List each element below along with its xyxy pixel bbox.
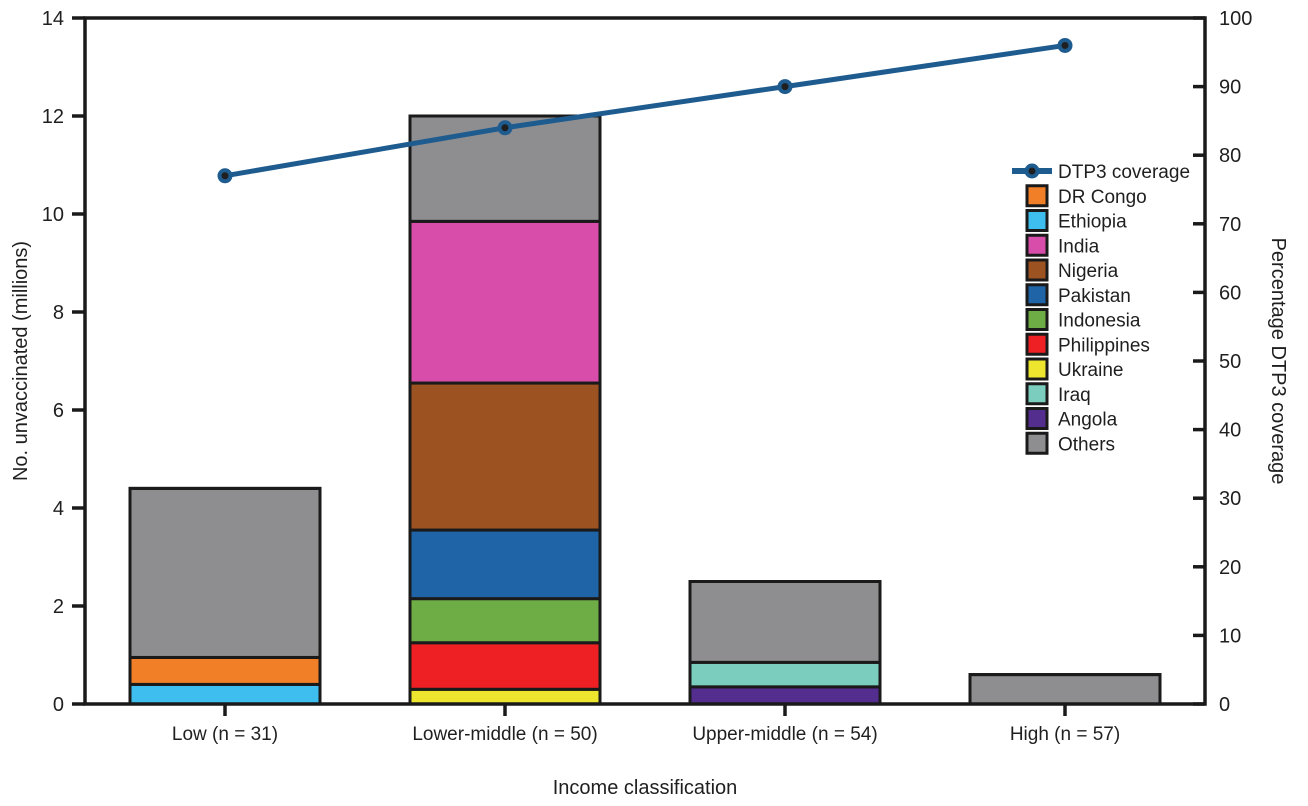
x-category-label: High (n = 57) (1010, 724, 1120, 745)
legend: DTP3 coverage DR Congo Ethiopia India Nigeri… (1012, 162, 1190, 455)
right-axis-tick-label: 50 (1219, 351, 1241, 373)
right-axis-tick-label: 0 (1219, 694, 1230, 716)
bar-segment-others (128, 486, 322, 659)
right-axis-tick-label: 60 (1219, 282, 1241, 304)
bar-segment-others (688, 580, 882, 664)
legend-item-others: Others (1025, 431, 1115, 455)
bar-segment-ukraine (408, 687, 602, 706)
left-axis-tick-label: 0 (53, 694, 64, 716)
legend-label: Ukraine (1058, 360, 1123, 381)
legend-label: Nigeria (1058, 261, 1119, 282)
legend-swatch-indonesia (1025, 308, 1049, 331)
right-axis: 0 10 20 30 40 50 60 70 80 90 100 Percentage DTP3 co… (1193, 8, 1289, 716)
bars-group (128, 114, 1162, 706)
legend-label: Pakistan (1058, 286, 1131, 307)
left-axis-tick-label: 6 (53, 400, 64, 422)
dtp3-coverage-point (1057, 37, 1073, 53)
legend-swatch-india (1025, 233, 1049, 257)
legend-swatch-pakistan (1025, 283, 1049, 307)
legend-item-pakistan: Pakistan (1025, 283, 1131, 307)
legend-item-philippines: Philippines (1025, 332, 1150, 356)
legend-item-india: India (1025, 233, 1100, 257)
bar-segment-iraq (688, 660, 882, 689)
legend-swatch-dr-congo (1025, 184, 1049, 208)
right-axis-tick-label: 70 (1219, 214, 1241, 236)
legend-swatch-philippines (1025, 332, 1049, 356)
legend-label: Others (1058, 434, 1115, 455)
left-axis: 0 2 4 6 8 10 12 14 No. unvaccinated (millions) (10, 8, 85, 716)
left-axis-tick-label: 10 (42, 204, 64, 226)
bar-1 (128, 486, 322, 706)
legend-item-dtp3-coverage: DTP3 coverage (1012, 162, 1190, 183)
dtp3-coverage-point (777, 79, 793, 95)
legend-item-ethiopia: Ethiopia (1025, 209, 1127, 233)
bar-segment-pakistan (408, 528, 602, 601)
legend-item-dr-congo: DR Congo (1025, 184, 1147, 208)
left-axis-title: No. unvaccinated (millions) (10, 241, 32, 481)
x-category-label: Lower-middle (n = 50) (412, 724, 597, 745)
legend-item-ukraine: Ukraine (1025, 357, 1123, 381)
legend-swatch-ukraine (1025, 357, 1049, 381)
x-category-label: Low (n = 31) (172, 724, 278, 745)
x-axis-title: Income classification (553, 777, 738, 799)
legend-marker-sample (1024, 163, 1040, 179)
right-axis-tick-label: 100 (1219, 8, 1252, 30)
right-axis-tick-label: 20 (1219, 557, 1241, 579)
bar-segment-philippines (408, 641, 602, 691)
dtp3-coverage-line (224, 42, 1066, 179)
left-axis-tick-label: 4 (53, 498, 64, 520)
right-axis-title: Percentage DTP3 coverage (1267, 238, 1289, 485)
right-axis-tick-label: 40 (1219, 420, 1241, 442)
legend-label: Ethiopia (1058, 212, 1127, 233)
legend-label: Angola (1058, 410, 1118, 431)
bar-segment-angola (688, 685, 882, 706)
left-axis-tick-label: 14 (42, 8, 64, 30)
legend-item-indonesia: Indonesia (1025, 308, 1141, 332)
bar-segment-dr-congo (128, 655, 322, 686)
left-axis-tick-label: 8 (53, 302, 64, 324)
bar-2 (408, 114, 602, 706)
legend-item-angola: Angola (1025, 407, 1118, 431)
right-axis-tick-label: 10 (1219, 625, 1241, 647)
bar-segment-india (408, 219, 602, 385)
dtp3-coverage-point (497, 120, 513, 136)
legend-label: Iraq (1058, 385, 1091, 406)
legend-label: DR Congo (1058, 187, 1147, 208)
bar-segment-indonesia (408, 597, 602, 645)
legend-label: Indonesia (1058, 311, 1141, 332)
right-axis-tick-label: 80 (1219, 145, 1241, 167)
legend-swatch-ethiopia (1025, 209, 1049, 232)
legend-swatch-others (1025, 431, 1049, 455)
legend-swatch-iraq (1025, 382, 1049, 406)
legend-swatch-nigeria (1025, 258, 1049, 282)
bar-4 (968, 673, 1162, 706)
right-axis-tick-label: 90 (1219, 77, 1241, 99)
bar-segment-nigeria (408, 381, 602, 532)
bar-3 (688, 580, 882, 706)
legend-label: India (1058, 236, 1100, 257)
legend-label: DTP3 coverage (1058, 162, 1190, 183)
bar-segment-others (968, 673, 1162, 706)
dtp3-coverage-point (217, 168, 233, 184)
legend-label: Philippines (1058, 335, 1150, 356)
x-category-label: Upper-middle (n = 54) (692, 724, 877, 745)
legend-item-nigeria: Nigeria (1025, 258, 1119, 282)
legend-swatch-angola (1025, 407, 1049, 430)
bar-segment-ethiopia (128, 682, 322, 706)
left-axis-tick-label: 2 (53, 596, 64, 618)
left-axis-tick-label: 12 (42, 106, 64, 128)
legend-item-iraq: Iraq (1025, 382, 1091, 406)
x-axis: Low (n = 31) Lower-middle (n = 50) Upper-m… (172, 704, 1120, 799)
right-axis-tick-label: 30 (1219, 488, 1241, 510)
